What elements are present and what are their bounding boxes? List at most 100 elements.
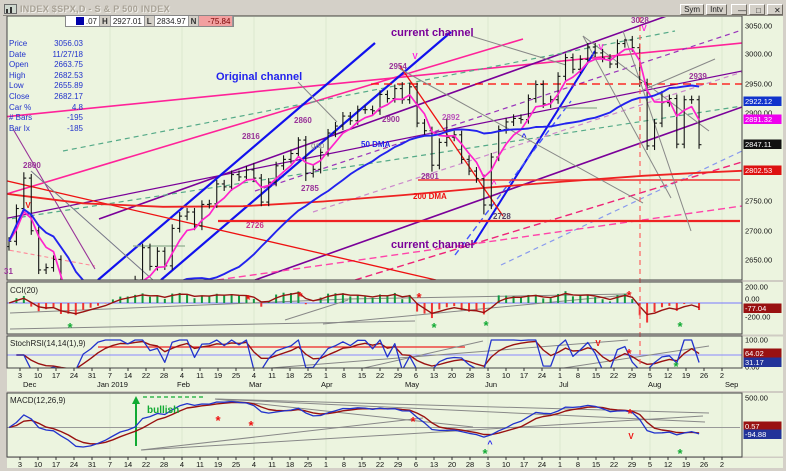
svg-text:Dec: Dec [23,467,37,471]
svg-text:10: 10 [502,460,510,469]
svg-text:Apr: Apr [321,380,333,389]
svg-text:*: * [677,319,683,334]
svg-text:*: * [431,320,437,335]
price-annotation-layer [7,17,742,280]
price-plot-area[interactable] [7,17,742,280]
svg-text:31: 31 [4,267,13,276]
svg-text:19: 19 [214,371,222,380]
macd-layer [7,396,740,451]
svg-text:15: 15 [592,460,600,469]
svg-text:28: 28 [160,460,168,469]
svg-text:24: 24 [70,460,78,469]
svg-text:13: 13 [430,460,438,469]
svg-text:17: 17 [52,371,60,380]
svg-text:Sep: Sep [725,467,738,471]
info-row: Car % 4.8 [9,102,83,112]
svg-text:Feb: Feb [177,380,190,389]
net-change-value: -75.84 [199,16,234,26]
title-bar: INDEX $SPX,D - S & P 500 INDEX Sym Intv … [3,3,783,16]
svg-text:1: 1 [558,371,562,380]
svg-text:*: * [626,288,632,303]
svg-text:^: ^ [521,132,527,142]
intv-button[interactable]: Intv [706,3,727,15]
maximize-button[interactable]: □ [749,3,765,15]
info-row: Low 2655.89 [9,81,83,91]
svg-text:StochRSI(14,14(1),9): StochRSI(14,14(1),9) [10,339,86,348]
svg-text:*: * [297,289,303,304]
svg-text:11: 11 [268,371,276,380]
svg-text:13: 13 [430,371,438,380]
svg-text:2801: 2801 [421,172,439,181]
svg-text:3: 3 [486,460,490,469]
svg-text:^: ^ [487,439,493,449]
svg-text:22: 22 [610,460,618,469]
svg-text:8: 8 [342,371,346,380]
svg-text:Jun: Jun [485,380,497,389]
svg-text:-77.04: -77.04 [745,304,766,313]
svg-text:2726: 2726 [246,221,264,230]
svg-text:0.57: 0.57 [745,422,760,431]
color-swatch-icon [75,17,84,25]
info-row: # Bars -195 [9,113,83,123]
cci-layer [7,291,742,330]
svg-text:200.00: 200.00 [745,283,768,292]
svg-text:22: 22 [142,371,150,380]
svg-text:7: 7 [108,371,112,380]
svg-text:14: 14 [124,371,132,380]
info-panel: Price 3056.03 Date 11/27/18 Open 2663.75 High 2… [9,39,83,134]
svg-text:Mar: Mar [249,380,262,389]
svg-text:20: 20 [448,371,456,380]
svg-text:26: 26 [700,371,708,380]
svg-text:*: * [627,406,633,421]
stochrsi-plot-area[interactable] [7,336,742,368]
svg-text:V: V [25,201,31,210]
svg-text:*: * [416,290,422,305]
svg-text:11: 11 [268,460,276,469]
svg-text:6: 6 [414,371,418,380]
svg-text:2860: 2860 [294,116,312,125]
close-button[interactable]: ✕ [767,3,783,15]
svg-text:14: 14 [124,460,132,469]
svg-text:29: 29 [394,371,402,380]
low-label: L [144,16,155,26]
svg-text:May: May [405,380,419,389]
svg-text:22: 22 [376,371,384,380]
svg-text:18: 18 [286,460,294,469]
time-axis[interactable]: 3310101717242431317714142222282844111119… [18,368,738,471]
svg-text:V: V [595,339,601,348]
svg-text:*: * [67,320,73,335]
svg-text:2700.00: 2700.00 [745,227,772,236]
minimize-button[interactable]: — [731,3,747,15]
svg-text:current channel: current channel [391,27,474,39]
window-icon [4,4,17,14]
svg-text:2785: 2785 [301,184,319,193]
svg-text:10: 10 [34,371,42,380]
svg-text:3: 3 [486,371,490,380]
svg-text:*: * [626,346,632,361]
svg-text:29: 29 [628,460,636,469]
price-axis[interactable]: 3050.00 3000.00 2950.00 2900.00 2750.00 2700.… [743,22,782,440]
svg-text:-94.88: -94.88 [745,430,766,439]
svg-text:22: 22 [376,460,384,469]
svg-text:2802.53: 2802.53 [745,166,772,175]
svg-text:31: 31 [88,371,96,380]
svg-text:MACD(12,26,9): MACD(12,26,9) [10,396,66,405]
svg-text:8: 8 [342,460,346,469]
svg-text:2847.11: 2847.11 [745,140,772,149]
signal-markers: VVVV^^********V********^V [25,24,683,461]
svg-text:current channel: current channel [391,239,474,251]
svg-text:4: 4 [180,460,184,469]
svg-text:Mar: Mar [249,467,262,471]
svg-text:500.00: 500.00 [745,394,768,403]
cci-plot-area[interactable] [7,282,742,334]
svg-text:3: 3 [18,371,22,380]
svg-text:2800: 2800 [23,161,41,170]
svg-text:22: 22 [610,371,618,380]
svg-text:3: 3 [18,460,22,469]
svg-text:*: * [215,413,221,428]
macd-plot-area[interactable] [7,393,742,457]
svg-text:50 DMA: 50 DMA [361,140,391,149]
sym-button[interactable]: Sym [680,3,705,15]
svg-text:*: * [482,446,488,461]
svg-text:*: * [677,446,683,461]
